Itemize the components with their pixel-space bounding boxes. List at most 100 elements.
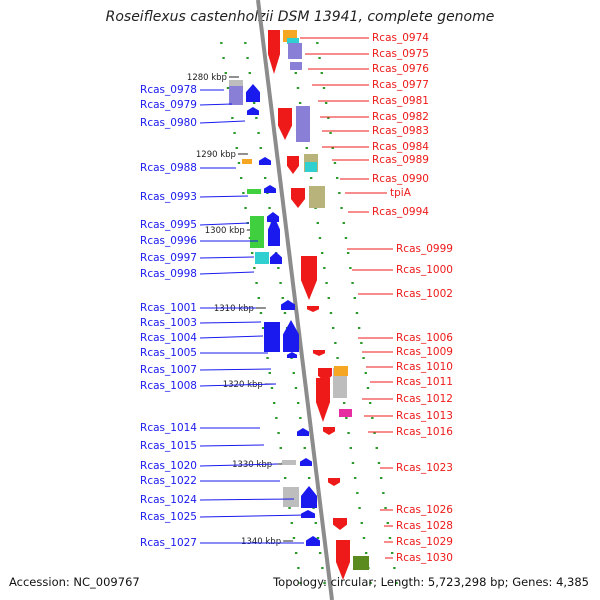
track-dot — [279, 282, 282, 284]
gene-label-rcas_1000: Rcas_1000 — [396, 264, 453, 276]
track-dot — [362, 537, 366, 539]
track-dot — [329, 132, 332, 134]
gene-label-rcas_0994: Rcas_0994 — [372, 206, 429, 218]
gene-label-rcas_1008: Rcas_1008 — [140, 380, 197, 392]
gene-label-rcas_0983: Rcas_0983 — [372, 125, 429, 137]
leader-line — [199, 444, 265, 447]
gene-arrow-reverse — [301, 256, 317, 300]
track-dot — [388, 537, 392, 539]
leader-line — [199, 103, 233, 106]
gene-label-rcas_1011: Rcas_1011 — [396, 376, 453, 388]
track-dot — [360, 342, 363, 344]
track-dot — [331, 327, 335, 329]
gene-arrow-forward — [300, 458, 312, 466]
gene-arrow-reverse — [278, 108, 292, 140]
map-title: Roseiflexus castenholzii DSM 13941, comp… — [105, 9, 495, 25]
track-dot — [347, 432, 350, 434]
track-dot — [346, 252, 350, 254]
gene-block — [247, 189, 261, 194]
track-dot — [323, 267, 326, 269]
tick-label: 1280 kbp — [187, 73, 227, 83]
track-dot — [373, 432, 376, 434]
gene-label-rcas_1012: Rcas_1012 — [396, 393, 453, 405]
track-dot — [250, 252, 254, 254]
gene-block — [305, 162, 317, 172]
track-dot — [292, 372, 295, 374]
track-dot — [296, 402, 300, 404]
track-dot — [324, 102, 328, 104]
accession-text: Accession: NC_009767 — [9, 575, 140, 589]
track-dot — [296, 87, 300, 89]
track-dot — [255, 117, 258, 119]
leader-line — [199, 256, 255, 259]
track-dot — [309, 177, 313, 179]
track-dot — [335, 177, 339, 179]
track-dot — [349, 267, 352, 269]
track-dot — [297, 567, 300, 569]
track-dot — [336, 357, 339, 359]
gene-label-rcas_1015: Rcas_1015 — [140, 440, 197, 452]
track-dot — [303, 447, 306, 449]
track-dot — [277, 267, 280, 269]
gene-label-rcas_1025: Rcas_1025 — [140, 511, 197, 523]
gene-block — [282, 460, 296, 465]
gene-label-rcas_1022: Rcas_1022 — [140, 475, 197, 487]
track-dot — [320, 252, 324, 254]
gene-block — [264, 322, 280, 352]
gene-arrow-reverse — [307, 306, 319, 312]
gene-label-rcas_0979: Rcas_0979 — [140, 99, 197, 111]
track-dot — [237, 162, 241, 164]
track-dot — [325, 282, 328, 284]
gene-arrow-forward — [259, 157, 271, 165]
gene-label-rcas_0981: Rcas_0981 — [372, 95, 429, 107]
track-dot — [239, 177, 243, 179]
track-dot — [331, 147, 334, 149]
track-dot — [369, 582, 372, 584]
track-dot — [342, 222, 345, 224]
track-dot — [358, 507, 361, 509]
track-dot — [283, 477, 287, 479]
track-dot — [299, 582, 302, 584]
track-dot — [294, 552, 298, 554]
gene-label-rcas_0995: Rcas_0995 — [140, 219, 197, 231]
leader-line — [199, 195, 249, 198]
track-dot — [281, 297, 284, 299]
track-dot — [334, 342, 337, 344]
gene-label-rcas_0997: Rcas_0997 — [140, 252, 197, 264]
track-dot — [318, 552, 322, 554]
track-dot — [268, 372, 271, 374]
gene-label-rcas_0993: Rcas_0993 — [140, 191, 197, 203]
gene-label-rcas_1003: Rcas_1003 — [140, 317, 197, 329]
gene-block — [309, 186, 325, 208]
gene-arrow-forward — [264, 185, 276, 193]
gene-arrow-forward — [283, 320, 299, 352]
leader-line — [199, 498, 295, 501]
track-dot — [257, 132, 260, 134]
leader-line — [199, 463, 279, 467]
track-dot — [316, 537, 320, 539]
gene-arrow-forward — [301, 510, 315, 518]
gene-arrow-forward — [297, 428, 309, 436]
track-dot — [272, 402, 276, 404]
gene-label-rcas_0982: Rcas_0982 — [372, 111, 429, 123]
leader-line — [199, 514, 307, 518]
track-dot — [298, 102, 302, 104]
gene-block — [255, 252, 269, 264]
gene-arrow-forward — [268, 216, 280, 246]
track-dot — [263, 177, 267, 179]
gene-block — [353, 556, 369, 570]
track-dot — [235, 147, 238, 149]
track-dot — [349, 447, 352, 449]
track-dot — [279, 447, 282, 449]
gene-label-rcas_1002: Rcas_1002 — [396, 288, 453, 300]
gene-label-rcas_1020: Rcas_1020 — [140, 460, 197, 472]
track-dot — [270, 387, 274, 389]
leader-line — [199, 120, 246, 124]
gene-label-rcas_1024: Rcas_1024 — [140, 494, 197, 506]
gene-label-rcas_1030: Rcas_1030 — [396, 552, 453, 564]
track-dot — [255, 282, 258, 284]
gene-label-rcas_0976: Rcas_0976 — [372, 63, 429, 75]
gene-block — [288, 43, 302, 59]
gene-label-tpia: tpiA — [390, 187, 412, 199]
track-dot — [233, 132, 236, 134]
